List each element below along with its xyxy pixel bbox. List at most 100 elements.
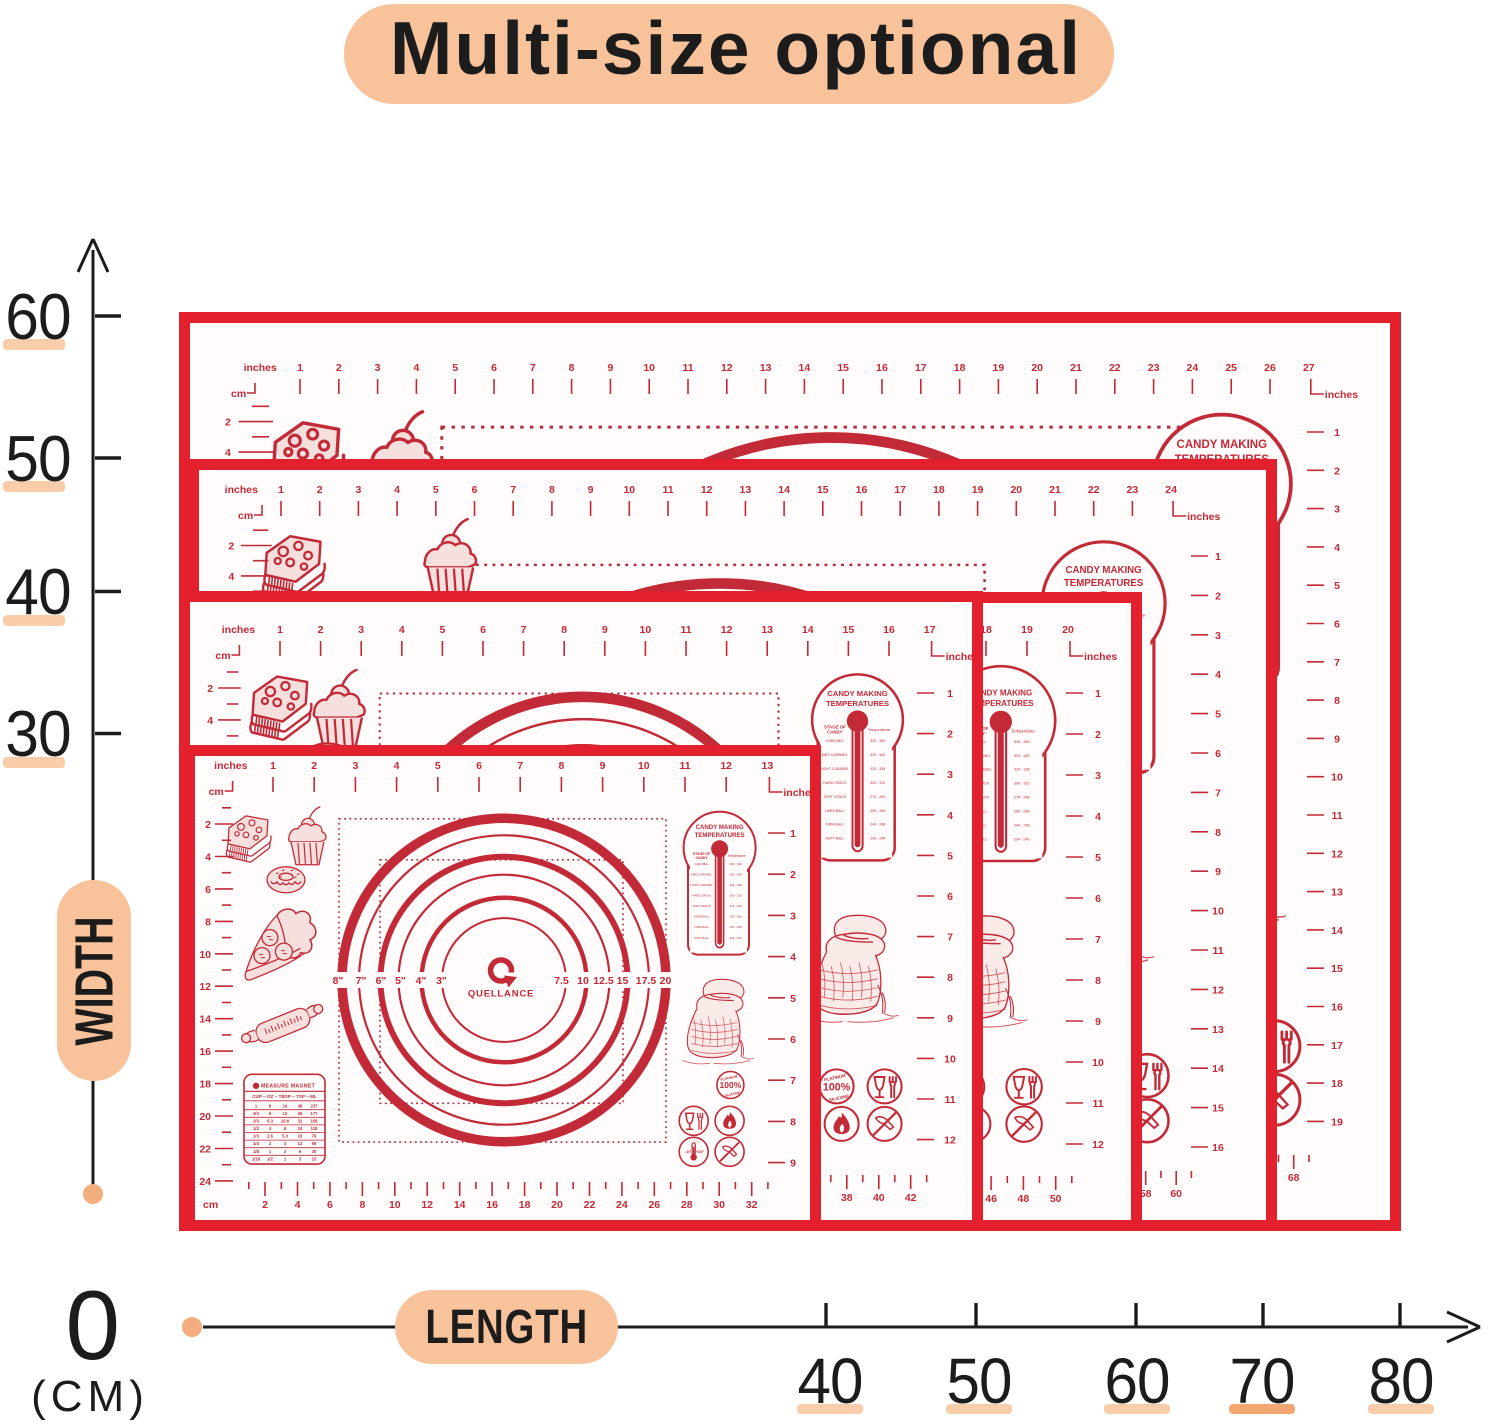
- svg-text:1/3: 1/3: [253, 1134, 259, 1139]
- svg-text:6: 6: [790, 1034, 796, 1046]
- svg-text:18: 18: [954, 362, 966, 374]
- svg-text:3/4: 3/4: [253, 1111, 259, 1116]
- svg-text:cm: cm: [209, 786, 224, 798]
- svg-text:12: 12: [944, 1135, 956, 1147]
- svg-text:3: 3: [355, 484, 361, 496]
- svg-text:CANDY: CANDY: [696, 856, 709, 860]
- svg-text:8: 8: [790, 1116, 796, 1128]
- svg-text:26: 26: [648, 1199, 660, 1211]
- svg-text:10: 10: [944, 1053, 956, 1065]
- svg-text:18: 18: [933, 484, 945, 496]
- svg-text:4: 4: [399, 624, 405, 636]
- svg-text:SILICONE: SILICONE: [724, 1091, 741, 1098]
- svg-text:237: 237: [311, 1103, 319, 1108]
- svg-text:244 - 248: 244 - 248: [870, 823, 885, 827]
- svg-text:2: 2: [1334, 465, 1340, 477]
- svg-text:12: 12: [421, 1199, 433, 1211]
- svg-text:12: 12: [1212, 984, 1224, 996]
- svg-text:13: 13: [760, 362, 772, 374]
- svg-text:3: 3: [358, 624, 364, 636]
- svg-text:59: 59: [312, 1141, 317, 1146]
- svg-text:PLATINUM: PLATINUM: [720, 1074, 738, 1082]
- svg-text:4: 4: [413, 362, 419, 374]
- svg-text:MED CARAMEL: MED CARAMEL: [691, 872, 712, 876]
- svg-text:12: 12: [721, 362, 733, 374]
- svg-text:7: 7: [1215, 787, 1221, 799]
- svg-text:1: 1: [947, 688, 953, 700]
- svg-text:10: 10: [1331, 772, 1343, 784]
- svg-text:5: 5: [433, 484, 439, 496]
- svg-text:60: 60: [1170, 1188, 1182, 1200]
- svg-text:11: 11: [682, 362, 693, 374]
- svg-text:177: 177: [311, 1111, 319, 1116]
- svg-text:15: 15: [312, 1156, 317, 1161]
- svg-text:48: 48: [1018, 1193, 1030, 1205]
- svg-text:19: 19: [1021, 624, 1033, 636]
- svg-text:TEMPERATURES: TEMPERATURES: [695, 832, 745, 839]
- svg-text:17.5: 17.5: [636, 975, 657, 987]
- svg-text:234 - 240: 234 - 240: [1014, 837, 1030, 841]
- svg-text:32: 32: [298, 1118, 303, 1123]
- svg-text:7: 7: [790, 1075, 796, 1087]
- svg-text:330 - 360: 330 - 360: [730, 862, 742, 866]
- svg-text:300 - 310: 300 - 310: [870, 781, 885, 785]
- svg-text:5: 5: [1334, 580, 1340, 592]
- svg-text:118: 118: [311, 1126, 318, 1131]
- svg-text:8: 8: [1215, 827, 1221, 839]
- svg-text:100%: 100%: [823, 1082, 851, 1094]
- svg-text:2: 2: [1215, 590, 1221, 602]
- svg-text:11: 11: [1331, 810, 1342, 822]
- svg-text:3: 3: [1334, 504, 1340, 516]
- svg-text:CANDY MAKING: CANDY MAKING: [1065, 565, 1141, 576]
- svg-text:2: 2: [269, 1141, 272, 1146]
- svg-text:TEMPERATURES: TEMPERATURES: [968, 699, 1034, 708]
- svg-text:26: 26: [1264, 362, 1276, 374]
- svg-text:CANDY MAKING: CANDY MAKING: [827, 689, 888, 698]
- svg-text:19: 19: [1331, 1116, 1343, 1128]
- svg-text:22: 22: [1088, 484, 1100, 496]
- svg-text:8": 8": [333, 975, 344, 987]
- svg-text:16: 16: [856, 484, 868, 496]
- svg-text:2: 2: [318, 624, 324, 636]
- svg-text:2: 2: [311, 760, 317, 772]
- svg-text:11: 11: [1212, 945, 1223, 957]
- svg-text:36: 36: [298, 1111, 303, 1116]
- svg-text:5.3: 5.3: [282, 1134, 288, 1139]
- svg-text:8: 8: [269, 1103, 272, 1108]
- svg-text:330 - 360: 330 - 360: [870, 739, 885, 743]
- svg-text:3: 3: [1095, 770, 1101, 782]
- svg-text:4: 4: [207, 715, 213, 727]
- svg-text:23: 23: [1148, 362, 1160, 374]
- svg-text:7: 7: [530, 362, 536, 374]
- svg-text:10: 10: [577, 975, 589, 987]
- svg-text:1: 1: [278, 484, 284, 496]
- svg-text:15: 15: [1331, 963, 1343, 975]
- svg-text:4: 4: [947, 810, 953, 822]
- svg-text:2: 2: [262, 1199, 268, 1211]
- svg-text:7": 7": [356, 975, 367, 987]
- svg-text:1: 1: [790, 828, 796, 840]
- svg-text:4: 4: [1334, 542, 1340, 554]
- svg-text:18: 18: [519, 1199, 531, 1211]
- svg-text:2/3: 2/3: [253, 1118, 259, 1123]
- svg-text:5: 5: [452, 362, 458, 374]
- svg-text:14: 14: [1212, 1063, 1224, 1075]
- svg-text:16: 16: [486, 1199, 498, 1211]
- svg-text:MEASURE MAGNET: MEASURE MAGNET: [261, 1084, 316, 1090]
- svg-text:158: 158: [311, 1118, 319, 1123]
- svg-text:inches: inches: [1325, 389, 1358, 401]
- svg-text:15: 15: [617, 975, 629, 987]
- svg-text:13: 13: [1212, 1024, 1224, 1036]
- svg-text:HARD CRACK: HARD CRACK: [692, 894, 711, 898]
- svg-text:17: 17: [915, 362, 927, 374]
- svg-text:9: 9: [1095, 1016, 1101, 1028]
- svg-text:7: 7: [510, 484, 516, 496]
- svg-text:4: 4: [269, 1126, 272, 1131]
- svg-text:9: 9: [1334, 733, 1340, 745]
- svg-text:13: 13: [740, 484, 752, 496]
- svg-text:10: 10: [1212, 906, 1224, 918]
- svg-text:inches: inches: [946, 651, 979, 663]
- svg-text:6: 6: [299, 1149, 302, 1154]
- svg-text:1: 1: [255, 1103, 258, 1108]
- svg-text:6: 6: [476, 760, 482, 772]
